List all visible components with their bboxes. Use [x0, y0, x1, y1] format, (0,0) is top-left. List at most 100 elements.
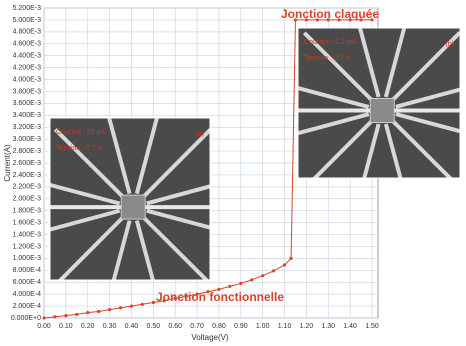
y-tick-label: 2.800E-3	[13, 148, 42, 155]
data-point	[239, 281, 243, 286]
photo-border	[49, 117, 211, 281]
x-tick-label: 0.70	[190, 323, 204, 330]
y-tick-label: 4.800E-3	[13, 29, 42, 36]
probe	[395, 87, 460, 109]
probe	[383, 123, 403, 178]
data-point	[162, 299, 166, 303]
data-point	[217, 287, 221, 291]
data-point	[64, 314, 68, 318]
data-point	[326, 18, 330, 22]
x-tick-label: 1.40	[343, 323, 357, 330]
data-point	[53, 315, 57, 319]
data-point	[282, 263, 287, 267]
x-tick-label: 0.80	[212, 323, 226, 330]
x-tick-label: 1.30	[321, 323, 335, 330]
data-point	[75, 312, 79, 317]
data-point	[250, 278, 254, 282]
x-tick-label: 1.10	[278, 323, 292, 330]
inset-label: (a)	[195, 131, 204, 138]
inset-photo: Courant : 1.2 mA Tension : 0.7 V (b)	[297, 27, 461, 179]
data-point	[184, 294, 188, 299]
inset-label: (b)	[445, 41, 454, 48]
data-point	[173, 296, 177, 300]
data-point	[86, 311, 90, 315]
x-tick-label: 1.20	[300, 323, 314, 330]
probe	[111, 220, 132, 280]
data-point	[261, 274, 265, 278]
data-point	[140, 302, 144, 306]
data-point	[129, 304, 134, 308]
x-tick-label: 0.60	[168, 323, 182, 330]
probe	[141, 127, 210, 199]
probe	[298, 112, 370, 136]
probe	[146, 208, 210, 230]
data-point	[272, 269, 276, 273]
data-point	[151, 300, 155, 305]
y-tick-label: 2.000E-3	[13, 196, 42, 203]
y-tick-label: 2.600E-3	[13, 160, 42, 167]
data-point	[42, 316, 46, 320]
x-tick-label: 0.20	[81, 323, 95, 330]
y-tick-label: 3.200E-3	[13, 124, 42, 131]
photo-border	[297, 27, 461, 179]
probe	[395, 112, 460, 134]
data-point	[289, 256, 293, 260]
data-point	[206, 290, 210, 294]
data-point	[118, 306, 123, 310]
x-tick-label: 0.40	[125, 323, 139, 330]
x-tick-label: 0.90	[234, 323, 248, 330]
y-tick-label: 2.400E-3	[13, 172, 42, 179]
x-tick-label: 1.50	[365, 323, 379, 330]
data-point	[304, 18, 308, 22]
y-tick-label: 1.800E-3	[13, 208, 42, 215]
x-tick-label: 0.30	[103, 323, 117, 330]
annotation: Jonction fonctionnelle	[156, 290, 284, 304]
probe	[50, 182, 121, 206]
y-tick-label: 4.000E-4	[13, 291, 42, 298]
probe	[312, 119, 374, 178]
y-tick-label: 1.200E-3	[13, 243, 42, 250]
probe	[107, 118, 132, 195]
y-axis-label: Current(A)	[3, 144, 12, 182]
data-point	[293, 18, 298, 22]
data-line	[43, 19, 372, 319]
data-point	[337, 18, 341, 22]
y-tick-label: 4.600E-3	[13, 41, 42, 48]
pad	[120, 194, 146, 220]
inset-text: Courant : 1.2 mA	[304, 39, 357, 46]
x-tick-label: 0.10	[59, 323, 73, 330]
inset-text: Courant : 50 µA	[56, 129, 106, 136]
data-point	[228, 284, 232, 289]
y-tick-label: 1.000E-3	[13, 255, 42, 262]
probe	[302, 31, 374, 103]
x-tick-label: 0.50	[147, 323, 161, 330]
y-tick-label: 2.000E-4	[13, 303, 42, 310]
y-tick-label: 8.000E-4	[13, 267, 42, 274]
probe	[390, 31, 460, 102]
pad	[369, 98, 395, 123]
x-tick-label: 1.00	[256, 323, 270, 330]
inset-text: Tension : 0.7 V	[304, 55, 351, 62]
y-tick-label: 1.600E-3	[13, 219, 42, 226]
y-tick-label: 3.800E-3	[13, 88, 42, 95]
y-tick-label: 4.400E-3	[13, 53, 42, 60]
probe	[298, 86, 370, 109]
y-tick-label: 1.400E-3	[13, 231, 42, 238]
y-tick-label: 3.000E-3	[13, 136, 42, 143]
y-tick-label: 2.200E-3	[13, 184, 42, 191]
data-point	[348, 18, 352, 22]
y-tick-label: 3.400E-3	[13, 112, 42, 119]
probe	[146, 184, 210, 206]
data-point	[195, 292, 199, 296]
annotation: Jonction claquée	[281, 7, 379, 21]
x-tick-label: 0.00	[37, 323, 51, 330]
y-tick-label: 6.000E-4	[13, 279, 42, 286]
y-tick-label: 0.000E+0	[11, 315, 41, 322]
probe	[53, 128, 125, 199]
y-tick-label: 5.200E-3	[13, 5, 42, 12]
y-tick-label: 3.600E-3	[13, 100, 42, 107]
probe	[383, 28, 407, 98]
data-point	[370, 18, 374, 22]
inset-text: Tension : 0.7 V	[56, 145, 103, 152]
